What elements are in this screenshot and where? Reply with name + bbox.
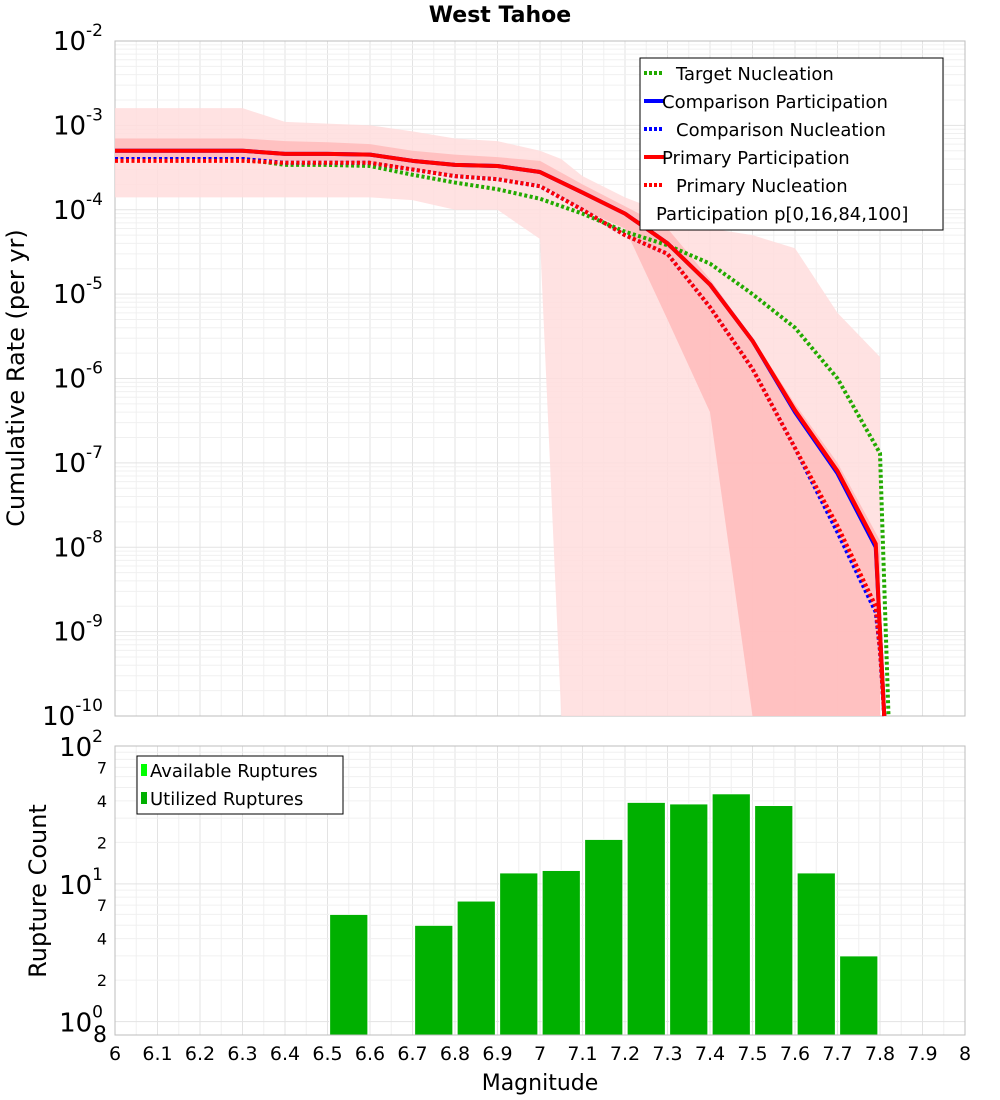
rate-plot: 10-10 10-9 10-8 10-7 10-6 10-5 10-4 10-3 10-2 Tar… (42, 21, 966, 732)
top-y-tick-label: 10-4 (53, 190, 103, 226)
legend-entry-label: Primary Nucleation (676, 176, 848, 197)
x-tick-label: 7.3 (652, 1043, 682, 1065)
top-y-tick-label: 10-5 (53, 274, 103, 310)
x-tick-label: 7.7 (822, 1043, 852, 1065)
x-tick-label: 7 (534, 1043, 546, 1065)
bottom-legend-box (136, 755, 344, 815)
bottom-y-tick-label: 4 (97, 930, 107, 949)
rupture-bar (541, 869, 581, 1036)
x-tick-label: 6 (109, 1043, 121, 1065)
series-line-primary-participation (115, 148, 887, 717)
top-y-tick-label: 10-3 (53, 105, 103, 141)
legend-entry-label: Comparison Participation (662, 92, 888, 113)
rupture-bar (456, 900, 496, 1036)
bottom-plot-frame (114, 745, 966, 1036)
legend-entry-label: Utilized Ruptures (150, 789, 303, 810)
rupture-bar (414, 924, 454, 1036)
rupture-bar (711, 793, 751, 1036)
x-tick-label: 6.3 (227, 1043, 257, 1065)
bottom-y-tick-label: 2 (97, 833, 107, 852)
legend-entry-label: Participation p[0,16,84,100] (656, 204, 908, 225)
x-tick-label: 6.9 (482, 1043, 512, 1065)
legend-swatch (141, 792, 147, 804)
rupture-bar (754, 805, 794, 1036)
rupture-bar (839, 955, 879, 1036)
legend-entry-label: Comparison Nucleation (676, 120, 886, 141)
legend-entry-label: Target Nucleation (675, 64, 834, 85)
x-tick-label: 6.2 (185, 1043, 215, 1065)
legend-entry-label: Available Ruptures (150, 761, 318, 782)
bottom-y-tick-label: 2 (97, 971, 107, 990)
x-tick-label: 6.4 (270, 1043, 300, 1065)
rupture-bar (499, 872, 539, 1036)
x-tick-label: 7.2 (610, 1043, 640, 1065)
bottom-y-tick-label: 7 (97, 896, 107, 915)
top-y-tick-label: 10-10 (42, 696, 103, 732)
rupture-bar (626, 801, 666, 1036)
top-y-tick-label: 10-2 (53, 21, 103, 57)
top-y-tick-label: 10-8 (53, 527, 103, 563)
top-legend: Target Nucleation Comparison Participatio… (639, 57, 944, 231)
bottom-legend: Available Ruptures Utilized Ruptures (136, 755, 344, 815)
bottom-y-tick-label: 7 (97, 758, 107, 777)
rupture-bar (669, 803, 709, 1036)
x-tick-label: 6.5 (312, 1043, 342, 1065)
top-y-tick-label: 10-7 (53, 443, 103, 479)
legend-swatch (141, 764, 147, 776)
x-tick-label: 7.8 (865, 1043, 895, 1065)
rupture-bar (329, 913, 369, 1036)
top-y-axis-label: Cumulative Rate (per yr) (2, 229, 30, 527)
x-tick-label: 7.5 (737, 1043, 767, 1065)
bottom-y-min-label: 8 (93, 1023, 107, 1048)
x-tick-label: 7.1 (567, 1043, 597, 1065)
bottom-y-tick-label: 101 (59, 865, 103, 901)
bottom-y-axis-label: Rupture Count (24, 804, 52, 978)
x-tick-label: 8 (959, 1043, 971, 1065)
x-tick-label: 7.9 (907, 1043, 937, 1065)
top-y-tick-label: 10-6 (53, 359, 103, 395)
x-tick-label: 7.6 (780, 1043, 810, 1065)
rupture-bar (584, 838, 624, 1036)
x-tick-label: 6.6 (355, 1043, 385, 1065)
bottom-y-tick-label: 4 (97, 792, 107, 811)
legend-entry-label: Primary Participation (662, 148, 850, 169)
x-axis-label: Magnitude (482, 1071, 599, 1096)
bottom-y-tick-label: 100 (59, 1003, 103, 1039)
top-y-tick-label: 10-9 (53, 612, 103, 648)
rupture-bar (796, 872, 836, 1036)
bottom-y-tick-label: 102 (59, 727, 103, 763)
x-tick-label: 6.1 (142, 1043, 172, 1065)
top-plot-frame (114, 40, 966, 717)
x-tick-label: 6.8 (440, 1043, 470, 1065)
chart-title: West Tahoe (429, 3, 571, 28)
x-tick-label: 6.7 (397, 1043, 427, 1065)
x-tick-label: 7.4 (695, 1043, 725, 1065)
top-legend-box (639, 57, 944, 231)
